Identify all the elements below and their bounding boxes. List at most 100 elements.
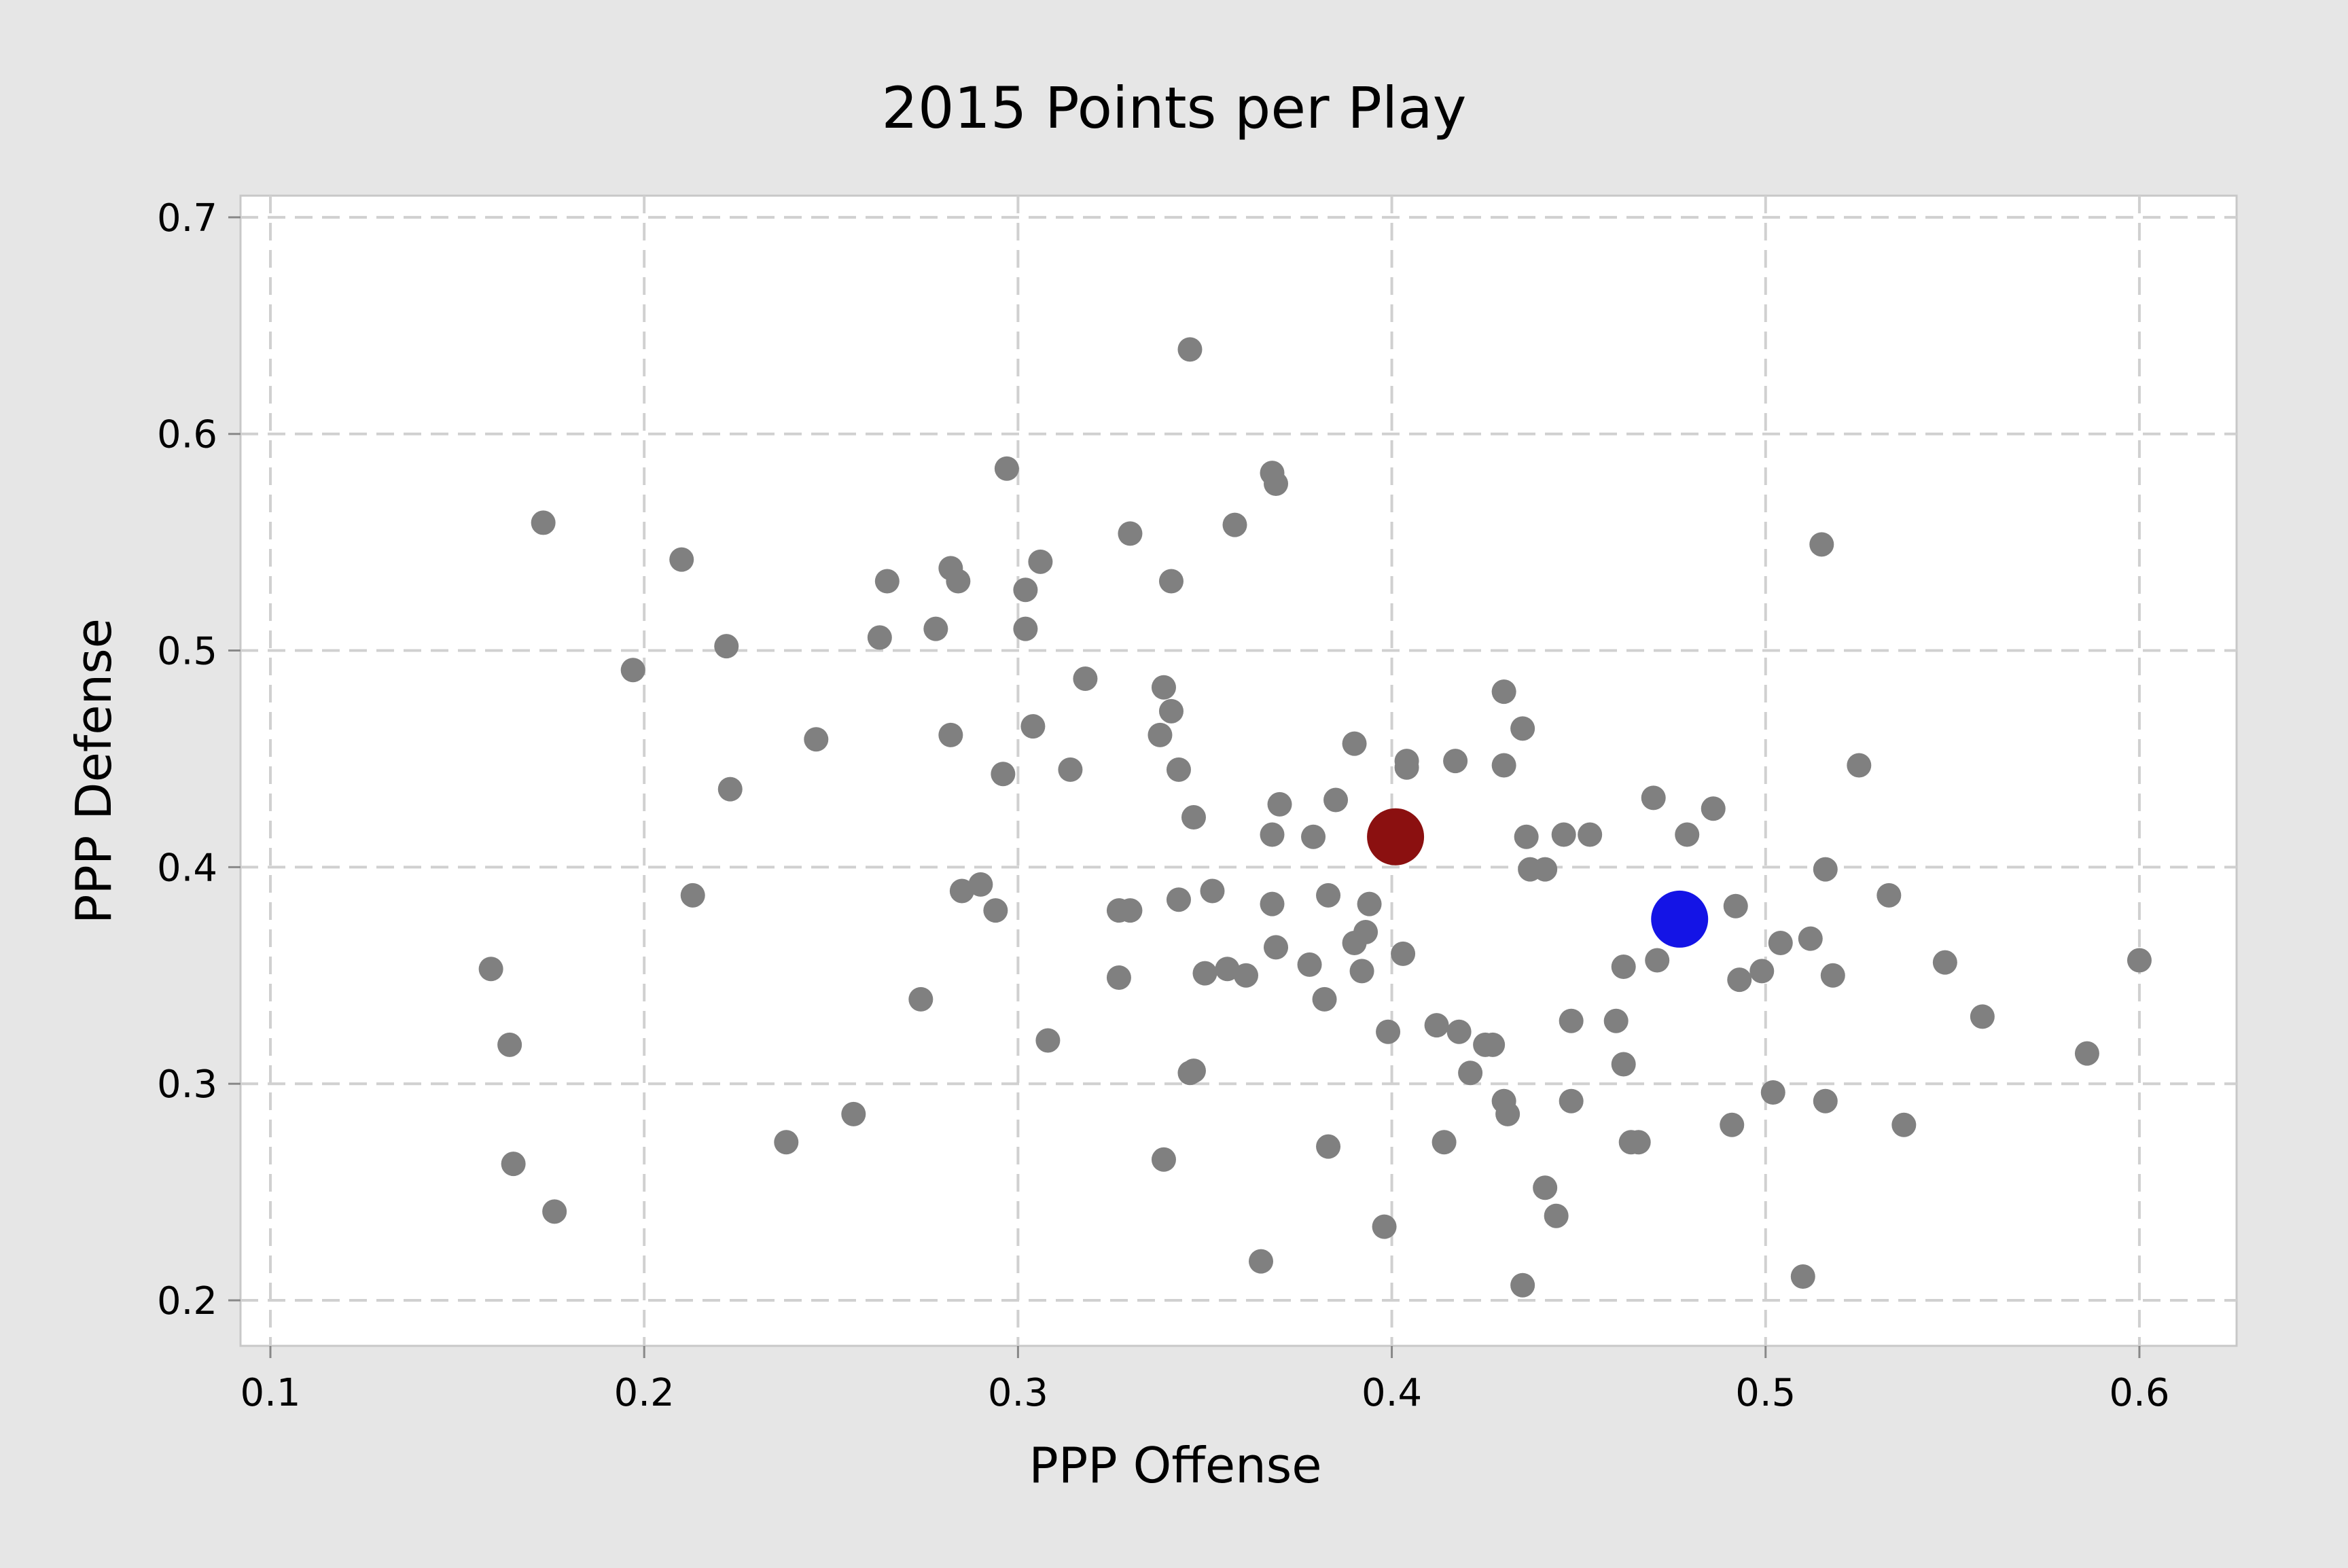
y-tick-label: 0.2 [157,1279,217,1323]
data-point [1645,948,1670,973]
data-point [1611,1052,1636,1077]
data-point [1626,1130,1651,1155]
data-point [1260,822,1285,847]
data-point [531,510,556,535]
data-point [1342,731,1367,756]
data-point [1603,1008,1629,1033]
data-point [949,878,974,904]
data-point [1491,679,1516,705]
highlighted-points [1367,808,1709,948]
data-point [1028,549,1053,574]
highlighted-data-point [1651,890,1709,948]
data-point [1177,337,1203,362]
data-point [1035,1028,1061,1053]
data-point [2127,948,2152,973]
data-point [1118,898,1143,923]
data-point [1533,1175,1558,1200]
data-point [1158,569,1184,594]
axis-ticks: 0.1 0.2 0.3 0.4 0.5 0.6 0.2 0.3 0.4 0.5 0.6 0.7 [157,196,2170,1415]
data-point [1013,616,1038,641]
data-point [501,1152,526,1177]
data-point [1544,1203,1569,1228]
data-point [1316,883,1341,908]
x-tick-label: 0.1 [240,1371,300,1415]
data-point [1813,1088,1838,1113]
data-point [1058,757,1083,782]
x-tick-label: 0.6 [2109,1371,2169,1415]
x-tick-label: 0.4 [1362,1371,1422,1415]
x-tick-label: 0.3 [988,1371,1048,1415]
data-point [991,762,1016,787]
data-point [1510,1272,1535,1298]
data-point [1372,1214,1397,1239]
data-point [1118,521,1143,546]
data-point [1727,967,1752,993]
data-point [1578,822,1603,847]
data-point [1760,1080,1785,1105]
data-point [1768,930,1793,955]
data-point [1323,787,1349,813]
data-point [1200,878,1225,904]
data-point [1720,1112,1745,1137]
data-point [1813,857,1838,882]
data-point [714,634,739,659]
data-point [841,1101,866,1126]
data-point [1264,935,1289,960]
data-point [1675,822,1700,847]
y-tick-label: 0.6 [157,413,217,457]
x-tick-label: 0.5 [1735,1371,1796,1415]
data-points [478,337,2152,1298]
y-tick-label: 0.3 [157,1063,217,1107]
data-point [1020,714,1046,739]
data-point [1264,471,1289,497]
y-tick-label: 0.4 [157,846,217,890]
data-point [620,658,645,683]
data-point [874,569,900,594]
x-tick-label: 0.2 [614,1371,675,1415]
data-point [1551,822,1576,847]
data-point [1790,1264,1815,1289]
data-point [1559,1088,1584,1113]
data-point [2074,1041,2099,1066]
data-point [1611,955,1636,980]
data-point [1424,1013,1449,1038]
data-point [1316,1134,1341,1159]
data-point [1106,965,1131,990]
data-point [1798,926,1823,951]
y-tick-label: 0.5 [157,630,217,674]
data-point [1514,824,1539,849]
data-point [1446,1019,1472,1044]
data-point [1158,698,1184,724]
data-point [1723,893,1748,919]
gridlines [241,196,2237,1346]
data-point [1151,675,1176,700]
data-point [1491,753,1516,778]
data-point [1013,577,1038,603]
data-point [542,1199,567,1224]
data-point [1353,920,1378,945]
data-point [1215,957,1240,982]
data-point [1932,950,1957,975]
data-point [497,1032,522,1057]
data-point [1443,749,1468,774]
data-point [938,722,963,747]
data-point [923,616,948,641]
y-tick-label: 0.7 [157,196,217,240]
data-point [946,569,971,594]
data-point [1820,963,1845,988]
data-point [1480,1032,1506,1057]
data-point [1148,722,1173,747]
data-point [1151,1147,1176,1172]
chart-title: 2015 Points per Play [882,75,1467,141]
data-point [1394,755,1419,780]
data-point [1431,1130,1457,1155]
data-point [1260,891,1285,916]
data-point [1970,1004,1995,1029]
data-point [1192,961,1217,986]
data-point [1357,891,1382,916]
data-point [1533,857,1558,882]
data-point [1249,1249,1274,1274]
data-point [1073,666,1098,691]
